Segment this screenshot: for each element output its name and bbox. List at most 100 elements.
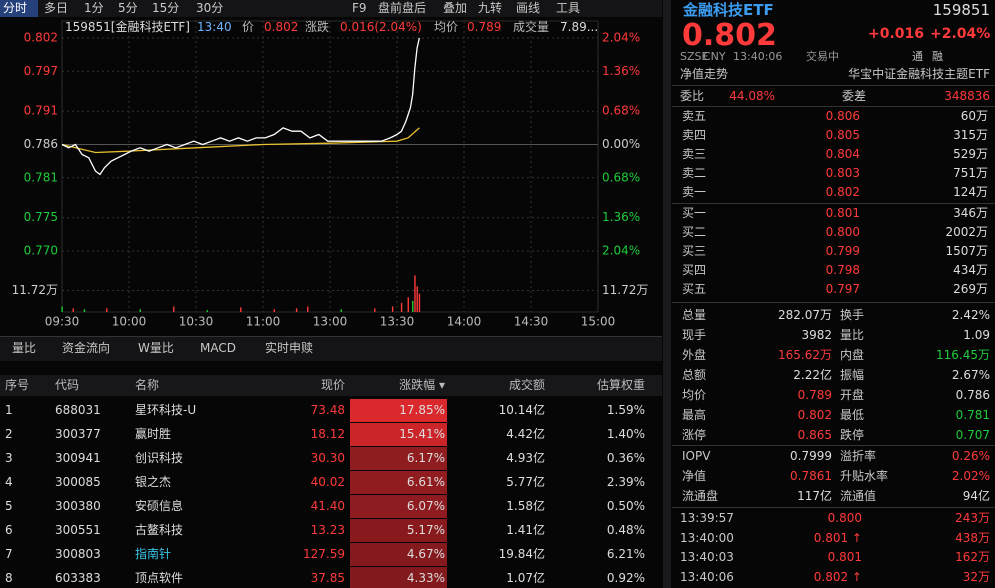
toolbar-tab[interactable]: 15分 xyxy=(152,1,180,15)
toolbar-tab[interactable]: 1分 xyxy=(84,1,104,15)
table-cell: 15.41% xyxy=(399,427,445,441)
time-tick: 14:00 xyxy=(447,315,482,329)
table-cell: 5 xyxy=(5,499,13,513)
table-cell[interactable]: 顶点软件 xyxy=(135,571,184,585)
toolbar-button[interactable]: 叠加 xyxy=(443,1,468,15)
flag: 融 xyxy=(932,49,943,63)
price-tick: 0.775 xyxy=(24,210,58,224)
table-cell: 1.40% xyxy=(606,427,645,441)
stat-label: 开盘 xyxy=(840,388,865,402)
table-cell: 5.77亿 xyxy=(506,475,545,489)
table-cell[interactable]: 创识科技 xyxy=(135,451,184,465)
stat-label: 外盘 xyxy=(682,348,707,362)
table-cell: 0.48% xyxy=(606,523,645,537)
indicator-tab[interactable]: MACD xyxy=(200,341,236,355)
toolbar-button[interactable]: F9 xyxy=(352,1,367,15)
table-cell[interactable]: 星环科技-U xyxy=(135,403,197,417)
stat-value: 0.26% xyxy=(951,449,990,463)
book-price: 0.805 xyxy=(825,128,860,142)
table-cell[interactable]: 古鳌科技 xyxy=(135,523,184,537)
column-header[interactable]: 成交额 xyxy=(508,378,545,392)
info-volume_label: 成交量 xyxy=(513,20,550,34)
book-level: 卖二 xyxy=(682,166,707,180)
table-cell: 37.85 xyxy=(310,571,345,585)
nav-link[interactable]: 净值走势 xyxy=(680,67,729,81)
table-cell[interactable]: 安硕信息 xyxy=(135,499,184,513)
table-cell: 1.07亿 xyxy=(506,571,545,585)
table-cell: 300380 xyxy=(55,499,101,513)
book-volume: 346万 xyxy=(953,206,988,220)
toolbar-tab[interactable]: 多日 xyxy=(44,1,69,15)
meta: SZSE xyxy=(680,49,709,63)
stat-label: 现手 xyxy=(682,328,707,342)
stat-value: 0.707 xyxy=(955,428,990,442)
indicator-tab[interactable]: W量比 xyxy=(138,341,174,355)
stat-value: 0.865 xyxy=(797,428,832,442)
indicator-tab[interactable]: 量比 xyxy=(12,341,37,355)
column-header[interactable]: 序号 xyxy=(5,378,30,392)
toolbar-button[interactable]: 盘前盘后 xyxy=(378,1,427,15)
column-header[interactable]: 现价 xyxy=(320,378,345,392)
toolbar-tab[interactable]: 5分 xyxy=(118,1,138,15)
stat-label: 最低 xyxy=(840,408,865,422)
table-cell: 4.33% xyxy=(406,571,445,585)
stat-value: 0.789 xyxy=(797,388,832,402)
stat-value: 0.802 xyxy=(797,408,832,422)
toolbar-button[interactable]: 九转 xyxy=(478,1,503,15)
indicator-tab[interactable]: 实时申赎 xyxy=(265,341,314,355)
table-cell: 6.17% xyxy=(406,451,445,465)
stat-value: 2.67% xyxy=(951,368,990,382)
toolbar-button[interactable]: 画线 xyxy=(516,1,541,15)
trade-price: 0.802 ↑ xyxy=(813,569,862,584)
change-heat xyxy=(350,543,447,566)
column-header[interactable]: 代码 xyxy=(55,378,80,392)
trade-price: 0.800 xyxy=(827,511,862,525)
label: 委差 xyxy=(842,89,867,103)
intraday-chart: 0.802 2.04% 0.797 1.36% 0.791 0.68% 0.786 0.00%… xyxy=(12,20,648,329)
trade-time: 13:40:06 xyxy=(680,569,734,584)
indicator-tab[interactable]: 资金流向 xyxy=(62,341,111,355)
price-tick: 0.791 xyxy=(24,104,58,118)
toolbar-tab[interactable]: 分时 xyxy=(3,1,28,15)
table-cell[interactable]: 银之杰 xyxy=(135,475,172,489)
table-cell: 300085 xyxy=(55,475,101,489)
time-tick: 13:00 xyxy=(313,315,348,329)
time-tick: 10:30 xyxy=(179,315,214,329)
stat-value: 165.62万 xyxy=(778,348,832,362)
table-cell: 10.14亿 xyxy=(498,403,545,417)
volume-bar xyxy=(418,293,421,312)
sep xyxy=(672,85,995,86)
fund-name: 金融科技ETF xyxy=(683,0,774,19)
column-header[interactable]: 名称 xyxy=(135,378,160,392)
table-cell: 6.61% xyxy=(406,475,445,489)
price-line xyxy=(61,37,420,176)
volume-bar xyxy=(273,309,275,312)
table-cell: 73.48 xyxy=(310,403,345,417)
toolbar-tab[interactable]: 30分 xyxy=(196,1,224,15)
table-cell[interactable]: 赢时胜 xyxy=(135,427,172,441)
table-cell: 1 xyxy=(5,403,13,417)
stat-value: 94亿 xyxy=(962,489,990,503)
column-header[interactable]: 估算权重 xyxy=(596,378,645,392)
volume-bar xyxy=(83,309,86,312)
table-cell: 6.21% xyxy=(606,547,645,561)
table-cell: 17.85% xyxy=(399,403,445,417)
book-price: 0.801 xyxy=(825,206,860,220)
book-level: 买四 xyxy=(682,263,707,277)
trade-volume: 32万 xyxy=(962,569,990,584)
table-cell: 4.67% xyxy=(406,547,445,561)
table-cell[interactable]: 指南针 xyxy=(135,547,172,561)
table-cell: 300803 xyxy=(55,547,101,561)
stat-label: 内盘 xyxy=(840,348,865,362)
table-cell: 13.23 xyxy=(310,523,345,537)
toolbar xyxy=(0,0,662,17)
volume-bar xyxy=(414,275,416,312)
table-cell: 8 xyxy=(5,571,13,585)
stat-label: 均价 xyxy=(682,388,707,402)
book-volume: 1507万 xyxy=(945,244,988,258)
toolbar-button[interactable]: 工具 xyxy=(556,1,581,15)
trade-volume: 243万 xyxy=(955,511,990,525)
column-header[interactable]: 涨跌幅 ▾ xyxy=(399,378,445,392)
price-tick: 0.797 xyxy=(24,64,58,78)
